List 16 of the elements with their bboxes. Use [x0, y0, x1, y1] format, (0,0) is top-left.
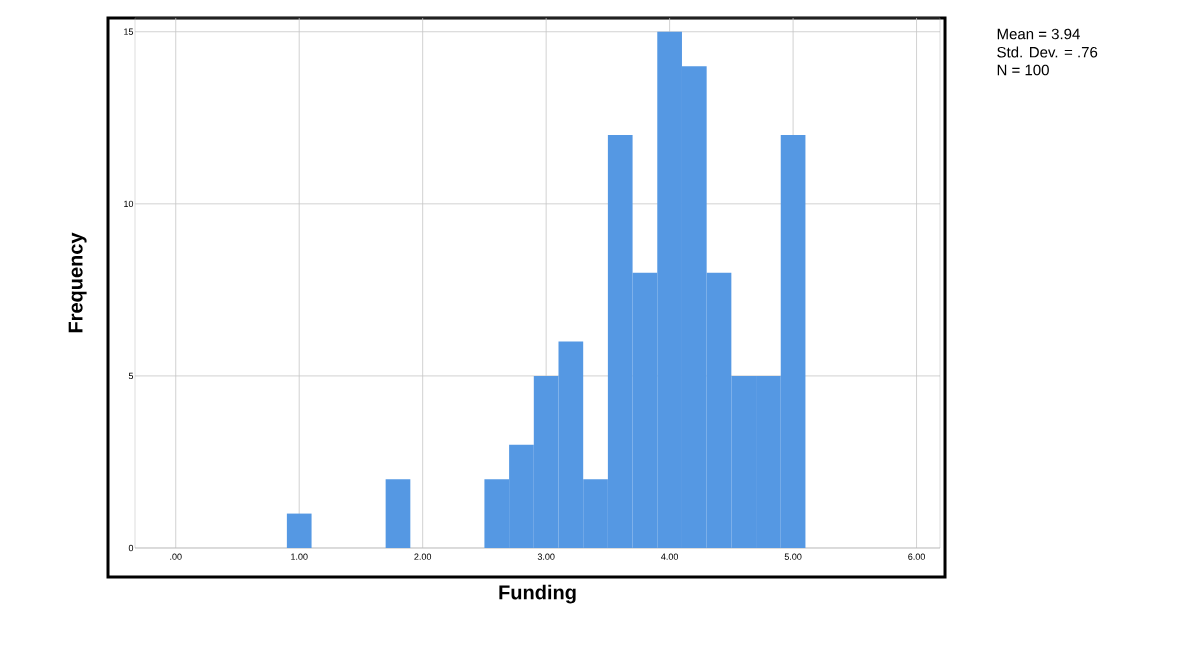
x-tick-label: 1.00 — [291, 553, 308, 560]
text: Mean = 3.94 — [997, 28, 1080, 40]
x-tick-label: 2.00 — [414, 553, 432, 560]
text: N = 100 — [997, 64, 1049, 76]
x-tick-label: 3.00 — [537, 553, 555, 560]
y-axis-title: Frequency — [68, 232, 87, 333]
x-tick-label: .00 — [170, 553, 182, 560]
text: Std. Dev. = .76 — [997, 46, 1098, 58]
y-tick-label: 10 — [124, 200, 134, 208]
y-tick-label: 5 — [128, 372, 134, 380]
y-tick-label: 0 — [128, 544, 134, 552]
x-tick-label: 4.00 — [661, 553, 679, 560]
x-tick-label: 6.00 — [908, 553, 925, 560]
x-axis-title: Funding — [499, 584, 576, 604]
x-tick-label: 5.00 — [784, 553, 802, 560]
y-tick-label: 15 — [124, 28, 134, 35]
